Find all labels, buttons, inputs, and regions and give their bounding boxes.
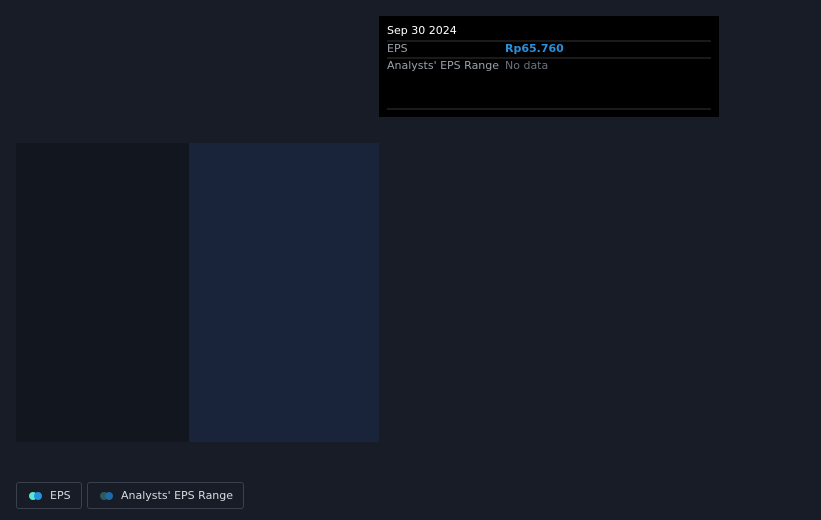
tooltip-value: No data: [505, 59, 548, 72]
legend-label: EPS: [50, 489, 71, 502]
tooltip-box: [379, 16, 719, 117]
legend-swatch: [100, 491, 114, 500]
tooltip-value: Rp65.760: [505, 42, 564, 55]
tooltip-date: Sep 30 2024: [387, 24, 457, 37]
tooltip: Sep 30 2024 EPS Rp65.760 Analysts' EPS R…: [379, 16, 719, 117]
legend-label: Analysts' EPS Range: [121, 489, 234, 502]
tooltip-label: Analysts' EPS Range: [387, 59, 499, 72]
legend-swatch: [29, 491, 43, 500]
past-background: [16, 143, 189, 442]
legend-range[interactable]: Analysts' EPS Range: [87, 482, 245, 509]
highlight-background: [189, 143, 379, 442]
legend-eps[interactable]: EPS: [16, 482, 82, 509]
tooltip-label: EPS: [387, 42, 408, 55]
